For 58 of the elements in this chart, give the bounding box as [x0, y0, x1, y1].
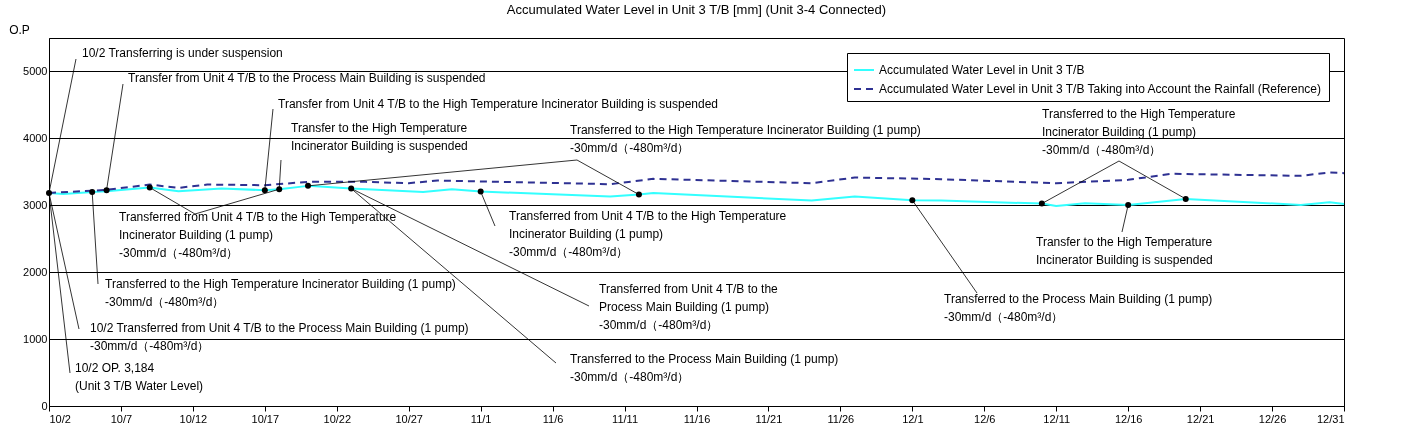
point [261, 187, 268, 194]
x-tick-label: 12/26 [1258, 412, 1287, 425]
x-tick-label: 11/16 [683, 412, 711, 425]
point [1182, 195, 1189, 202]
x-tick-label: 10/22 [323, 412, 352, 425]
x-tick-label: 10/12 [179, 412, 208, 425]
point [103, 187, 110, 194]
x-tick-label: 11/6 [542, 412, 564, 425]
annotation: Transferred to the Process Main Building (1 pump) -30mm/d（-480m³/d） [944, 292, 1213, 324]
y-axis-title: O.P [9, 22, 30, 37]
y-tick-label: 0 [41, 399, 48, 412]
annotation: Transferred to the Process Main Building (1 pump) -30mm/d（-480m³/d） [570, 352, 839, 384]
x-tick-label: 11/21 [755, 412, 783, 425]
x-tick-label: 10/27 [395, 412, 423, 425]
point [276, 186, 283, 193]
x-tick-label: 12/11 [1043, 412, 1071, 425]
point [909, 197, 916, 204]
point [305, 182, 311, 189]
point [348, 185, 355, 192]
point [146, 184, 153, 191]
annotation: Transferred from Unit 4 T/B to the High Temperature Incinerator Building (1 pump) -30mm/d（-480m³/d） [509, 209, 787, 259]
point [635, 191, 642, 198]
annotation: Transferred from Unit 4 T/B to the Process Main Building (1 pump) -30mm/d（-480m³/d） [599, 282, 779, 332]
y-tick-label: 2000 [23, 265, 48, 278]
legend-label: Accumulated Water Level in Unit 3 T/B [879, 63, 1085, 77]
annotation: Transferred from Unit 4 T/B to the High Temperature Incinerator Building (1 pump) -30mm/d（-480m³/d） [119, 210, 397, 260]
x-tick-label: 10/17 [251, 412, 280, 425]
annotation: Transfer from Unit 4 T/B to the Process Main Building is suspended [128, 71, 486, 85]
point [477, 188, 484, 195]
annotation: Transfer to the High Temperature Incinerator Building is suspended [1036, 235, 1213, 267]
point [1038, 200, 1045, 207]
annotation: Transfer from Unit 4 T/B to the High Temperature Incinerator Building is suspended [278, 97, 718, 111]
y-tick-label: 4000 [23, 131, 48, 144]
annotation: Transferred to the High Temperature Incinerator Building (1 pump) -30mm/d（-480m³/d） [570, 123, 921, 155]
x-tick-label: 10/2 [49, 412, 71, 425]
x-tick-label: 10/7 [110, 412, 133, 425]
annotation: Transfer to the High Temperature Incinerator Building is suspended [291, 121, 468, 153]
legend-label: Accumulated Water Level in Unit 3 T/B Taking into Account the Rainfall (Reference) [879, 82, 1322, 96]
x-tick-label: 12/1 [902, 412, 924, 425]
x-tick-label: 11/26 [827, 412, 855, 425]
annotation: 10/2 Transferred from Unit 4 T/B to the Process Main Building (1 pump) -30mm/d（-480m³/d） [90, 321, 469, 353]
point [89, 188, 96, 195]
annotation: Transferred to the High Temperature Incinerator Building (1 pump) -30mm/d（-480m³/d） [105, 277, 456, 309]
x-tick-label: 12/21 [1186, 412, 1215, 425]
x-tick-label: 12/16 [1114, 412, 1143, 425]
x-tick-label: 12/31 [1316, 412, 1345, 425]
x-tick-label: 12/6 [974, 412, 996, 425]
annotation: 10/2 OP. 3,184 (Unit 3 T/B Water Level) [75, 361, 204, 393]
x-tick-label: 11/11 [612, 412, 639, 425]
point [46, 189, 52, 196]
y-tick-label: 3000 [23, 198, 48, 211]
y-tick-label: 1000 [23, 332, 48, 345]
annotation: Transferred to the High Temperature Incinerator Building (1 pump) -30mm/d（-480m³/d） [1042, 107, 1236, 157]
x-tick-label: 11/1 [470, 412, 492, 425]
y-tick-label: 5000 [23, 64, 48, 77]
point [1125, 201, 1132, 208]
annotation: 10/2 Transferring is under suspension [82, 46, 283, 60]
chart-title: Accumulated Water Level in Unit 3 T/B [mm] (Unit 3-4 Connected) [506, 2, 887, 17]
